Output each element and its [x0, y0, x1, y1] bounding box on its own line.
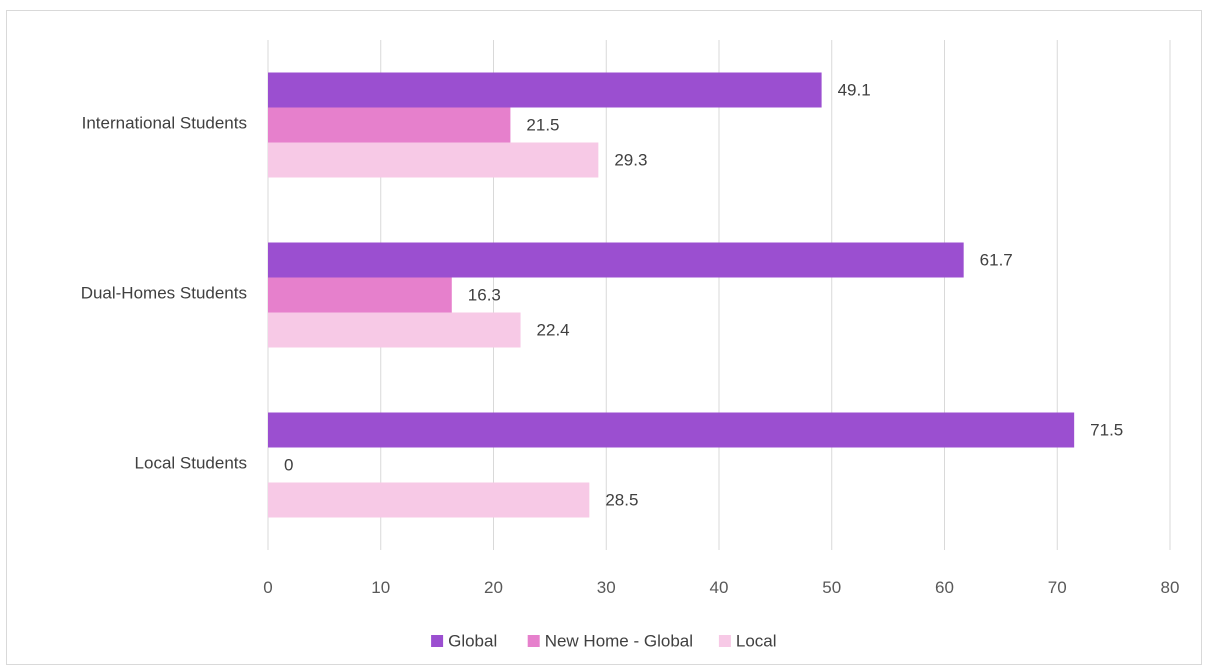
x-tick-label-30: 30	[597, 578, 616, 597]
bar-local-local-students	[268, 482, 590, 518]
legend-swatch-new-home-global	[527, 635, 540, 647]
x-tick-label-70: 70	[1048, 578, 1067, 597]
bar-new-home-global-international-students	[268, 107, 511, 143]
bar-new-home-global-dual-homes-students	[268, 277, 452, 313]
legend-label-local: Local	[736, 631, 777, 650]
x-tick-label-40: 40	[710, 578, 729, 597]
category-label-local-students: Local Students	[135, 453, 247, 472]
data-labels: 49.1 21.5 29.3 61.7 16.3 22.4 71.5 0 28.5	[284, 80, 1123, 509]
bar-local-international-students	[268, 142, 599, 178]
data-label-global-international-students: 49.1	[838, 80, 871, 99]
data-label-global-local-students: 71.5	[1090, 420, 1123, 439]
data-label-new-home-global-dual-homes-students: 16.3	[468, 285, 501, 304]
data-label-global-dual-homes-students: 61.7	[980, 250, 1013, 269]
data-label-local-local-students: 28.5	[605, 490, 638, 509]
legend-swatch-local	[718, 635, 731, 647]
x-tick-label-60: 60	[935, 578, 954, 597]
data-label-new-home-global-local-students: 0	[284, 455, 293, 474]
legend-label-global: Global	[448, 631, 497, 650]
x-axis-tick-labels: 0 10 20 30 40 50 60 70 80	[263, 578, 1179, 597]
x-tick-label-0: 0	[263, 578, 272, 597]
legend-swatch-global	[431, 635, 444, 647]
category-label-international-students: International Students	[82, 113, 247, 132]
x-tick-label-80: 80	[1161, 578, 1180, 597]
legend-label-new-home-global: New Home - Global	[545, 631, 693, 650]
category-label-dual-homes-students: Dual-Homes Students	[81, 283, 247, 302]
x-tick-label-20: 20	[484, 578, 503, 597]
bars	[268, 72, 1075, 518]
bar-local-dual-homes-students	[268, 312, 521, 348]
bar-global-dual-homes-students	[268, 242, 964, 278]
x-tick-label-10: 10	[371, 578, 390, 597]
bar-global-local-students	[268, 412, 1075, 448]
x-tick-label-50: 50	[822, 578, 841, 597]
data-label-new-home-global-international-students: 21.5	[526, 115, 559, 134]
data-label-local-international-students: 29.3	[614, 150, 647, 169]
data-label-local-dual-homes-students: 22.4	[537, 320, 570, 339]
bar-global-international-students	[268, 72, 822, 108]
category-labels: International Students Dual-Homes Student…	[81, 113, 247, 472]
legend: Global New Home - Global Local	[431, 631, 777, 650]
chart-frame	[6, 10, 1202, 665]
